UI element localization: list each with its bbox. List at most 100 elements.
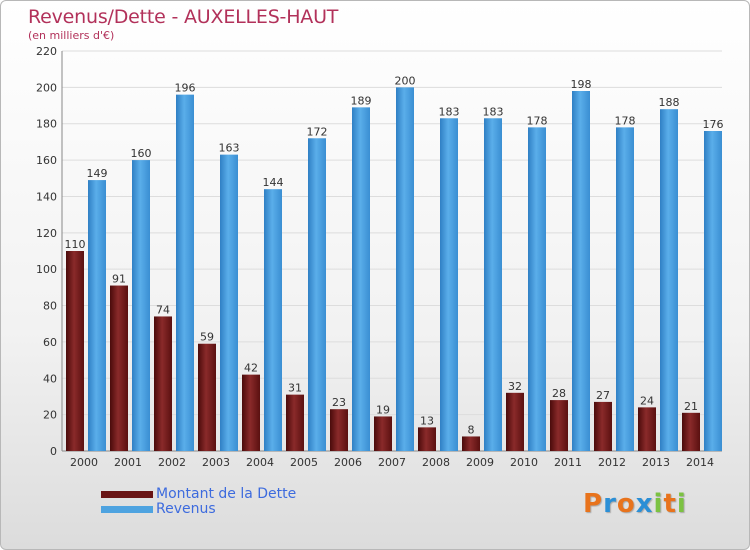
- x-tick-label: 2012: [598, 456, 626, 469]
- data-label-revenus: 178: [527, 114, 548, 127]
- data-label-revenus: 200: [395, 74, 416, 87]
- x-tick-label: 2001: [114, 456, 142, 469]
- data-label-revenus: 160: [131, 147, 152, 160]
- y-tick-label: 40: [43, 372, 57, 385]
- y-tick-label: 120: [36, 227, 57, 240]
- data-label-revenus: 189: [351, 94, 372, 107]
- x-tick-label: 2010: [510, 456, 538, 469]
- data-label-revenus: 163: [219, 142, 240, 155]
- x-tick-label: 2008: [422, 456, 450, 469]
- bar-revenus: [616, 127, 634, 451]
- legend-label-revenus: Revenus: [156, 501, 216, 517]
- bar-dette: [550, 400, 568, 451]
- y-tick-label: 220: [36, 45, 57, 58]
- data-label-revenus: 176: [703, 118, 724, 131]
- x-tick-label: 2013: [642, 456, 670, 469]
- chart-subtitle: (en milliers d'€): [28, 29, 115, 42]
- legend-swatch-dette: [101, 491, 153, 498]
- data-label-revenus: 172: [307, 125, 328, 138]
- x-tick-label: 2007: [378, 456, 406, 469]
- y-tick-label: 20: [43, 409, 57, 422]
- logo-letter: r: [603, 489, 617, 519]
- data-label-revenus: 198: [571, 78, 592, 91]
- data-label-dette: 74: [156, 303, 170, 316]
- data-label-revenus: 183: [439, 105, 460, 118]
- y-tick-label: 100: [36, 263, 57, 276]
- data-label-revenus: 188: [659, 96, 680, 109]
- logo-letter: i: [653, 489, 664, 519]
- bar-revenus: [572, 91, 590, 451]
- x-tick-label: 2009: [466, 456, 494, 469]
- data-label-dette: 27: [596, 389, 610, 402]
- data-label-revenus: 178: [615, 114, 636, 127]
- bar-revenus: [264, 189, 282, 451]
- x-tick-label: 2002: [158, 456, 186, 469]
- data-label-dette: 32: [508, 380, 522, 393]
- data-label-dette: 13: [420, 414, 434, 427]
- y-tick-label: 180: [36, 118, 57, 131]
- legend-label-dette: Montant de la Dette: [156, 486, 297, 502]
- x-tick-label: 2003: [202, 456, 230, 469]
- data-label-revenus: 196: [175, 82, 196, 95]
- data-label-dette: 21: [684, 400, 698, 413]
- data-label-dette: 28: [552, 387, 566, 400]
- bar-revenus: [528, 127, 546, 451]
- proxiti-logo: Proxiti: [583, 489, 687, 519]
- logo-letter: P: [583, 489, 604, 519]
- data-label-dette: 19: [376, 403, 390, 416]
- chart-title: Revenus/Dette - AUXELLES-HAUT: [28, 6, 339, 28]
- data-label-revenus: 183: [483, 105, 504, 118]
- y-tick-label: 200: [36, 81, 57, 94]
- axes: 0 20 40 60 80 100 120 140 160 180 200 220 2000 2001 20…: [36, 45, 722, 469]
- x-tick-label: 2004: [246, 456, 274, 469]
- bar-dette: [286, 394, 304, 451]
- bar-dette: [418, 427, 436, 451]
- x-tick-label: 2006: [334, 456, 362, 469]
- y-tick-label: 80: [43, 300, 57, 313]
- bar-dette: [594, 401, 612, 451]
- x-tick-label: 2014: [686, 456, 714, 469]
- bar-dette: [66, 251, 84, 451]
- bar-revenus: [440, 118, 458, 451]
- legend-swatch-revenus: [101, 506, 153, 513]
- bar-revenus: [352, 107, 370, 451]
- logo-letter: o: [616, 489, 636, 519]
- bar-revenus: [484, 118, 502, 451]
- data-label-dette: 24: [640, 394, 654, 407]
- logo-letter: x: [635, 489, 654, 519]
- y-tick-label: 60: [43, 336, 57, 349]
- data-label-dette: 42: [244, 362, 258, 375]
- data-label-dette: 31: [288, 382, 302, 395]
- data-label-dette: 8: [468, 423, 475, 436]
- bar-dette: [462, 436, 480, 451]
- bar-revenus: [704, 131, 722, 451]
- y-tick-label: 160: [36, 154, 57, 167]
- bar-dette: [198, 343, 216, 451]
- bar-dette: [682, 412, 700, 451]
- bar-revenus: [88, 180, 106, 451]
- logo-letter: i: [676, 489, 687, 519]
- x-tick-label: 2005: [290, 456, 318, 469]
- data-labels: 110 149 91 160 74 196 59 163 42 144 31 172 23 189 19 20…: [65, 74, 724, 436]
- data-label-revenus: 149: [87, 167, 108, 180]
- bars: [66, 87, 722, 452]
- x-tick-label: 2000: [70, 456, 98, 469]
- data-label-dette: 91: [112, 273, 126, 286]
- bar-dette: [330, 409, 348, 451]
- bar-dette: [154, 316, 172, 451]
- data-label-dette: 23: [332, 396, 346, 409]
- bar-revenus: [660, 109, 678, 451]
- bar-dette: [110, 285, 128, 451]
- bar-dette: [374, 416, 392, 451]
- bar-revenus: [176, 94, 194, 452]
- data-label-revenus: 144: [263, 176, 284, 189]
- bar-revenus: [396, 87, 414, 451]
- bar-dette: [242, 374, 260, 451]
- bar-revenus: [220, 154, 238, 452]
- bar-revenus: [132, 160, 150, 451]
- logo-letter: t: [663, 489, 677, 519]
- y-tick-label: 0: [50, 445, 57, 458]
- data-label-dette: 110: [65, 238, 86, 251]
- x-tick-label: 2011: [554, 456, 582, 469]
